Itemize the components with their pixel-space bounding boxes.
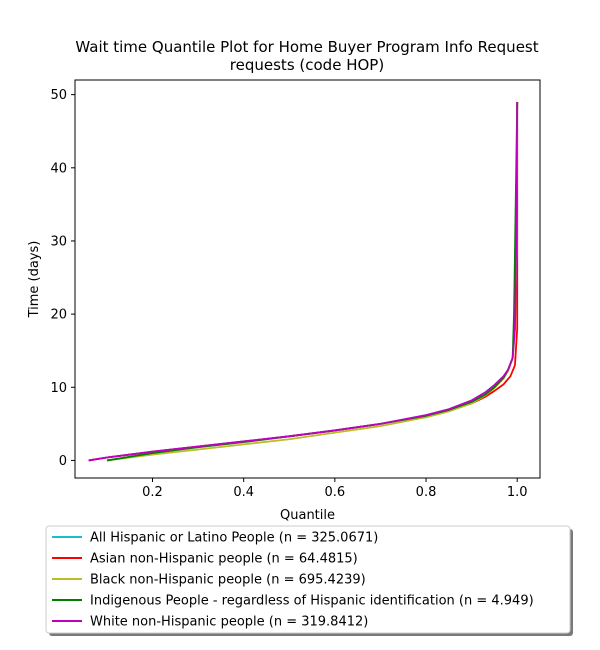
- legend-label: All Hispanic or Latino People (n = 325.0…: [90, 531, 378, 546]
- y-tick-label: 30: [50, 234, 67, 249]
- y-tick-label: 0: [59, 454, 67, 469]
- series-line-2: [88, 101, 519, 462]
- x-tick-label: 0.2: [142, 485, 163, 500]
- x-tick-label: 1.0: [507, 485, 528, 500]
- series-line-5: [88, 101, 519, 462]
- legend-box: [45, 525, 571, 634]
- legend-label: White non-Hispanic people (n = 319.8412): [90, 615, 368, 630]
- y-tick-label: 50: [50, 88, 67, 103]
- x-tick-label: 0.4: [233, 485, 254, 500]
- x-axis-ticks: 0.2 0.4 0.6 0.8 1.0: [142, 478, 528, 500]
- legend-label: Asian non-Hispanic people (n = 64.4815): [90, 552, 358, 567]
- y-tick-label: 40: [50, 161, 67, 176]
- plot-lines: [88, 101, 519, 462]
- x-tick-label: 0.8: [416, 485, 437, 500]
- legend-entries: All Hispanic or Latino People (n = 325.0…: [52, 531, 534, 630]
- y-tick-label: 10: [50, 381, 67, 396]
- legend: All Hispanic or Latino People (n = 325.0…: [45, 525, 573, 636]
- x-axis-label: Quantile: [280, 508, 335, 523]
- y-axis-ticks: 0 10 20 30 40 50: [50, 88, 75, 469]
- plot-frame: [74, 79, 541, 479]
- chart-title-line1: Wait time Quantile Plot for Home Buyer P…: [75, 38, 538, 56]
- x-tick-label: 0.6: [325, 485, 346, 500]
- chart-title-line2: requests (code HOP): [230, 56, 384, 74]
- series-line-1: [88, 101, 519, 462]
- y-tick-label: 20: [50, 308, 67, 323]
- legend-label: Indigenous People - regardless of Hispan…: [90, 594, 534, 609]
- legend-label: Black non-Hispanic people (n = 695.4239): [90, 573, 366, 588]
- y-axis-label: Time (days): [27, 241, 42, 319]
